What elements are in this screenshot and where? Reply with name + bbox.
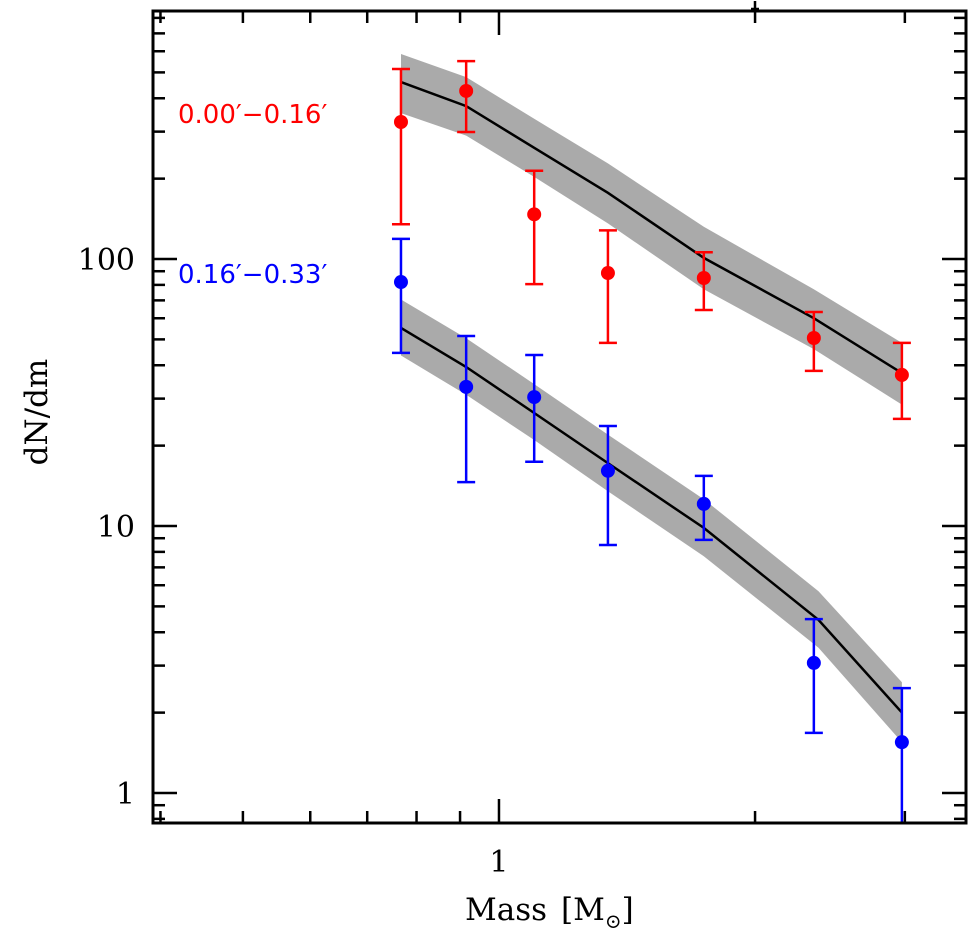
error-bars (391, 59, 911, 823)
data-point (393, 275, 408, 290)
x-axis-title: Mass [M⊙] (465, 892, 634, 933)
error-bar (892, 686, 911, 823)
data-point (600, 463, 615, 478)
y-tick-label: 10 (97, 510, 135, 545)
error-bar (598, 424, 617, 547)
series-label-inner: 0.00′−0.16′ (178, 100, 327, 130)
data-point (600, 266, 615, 281)
data-point (527, 390, 542, 405)
model-bands (401, 54, 902, 743)
x-axis-title-unit: M (573, 892, 605, 928)
x-axis-title-bracket-open: [ (561, 892, 573, 928)
model-band-series-1 (401, 299, 902, 743)
y-tick-label: 100 (78, 243, 135, 278)
data-point (527, 207, 542, 222)
axis-ticks (153, 11, 966, 823)
error-bar (598, 229, 617, 345)
data-points (393, 83, 909, 750)
error-bar (804, 617, 823, 735)
tick-labels: 1 1 10 100 (78, 243, 509, 880)
y-axis-title: dN/dm (19, 359, 55, 466)
data-point (894, 367, 909, 382)
error-bar (391, 67, 410, 226)
error-bar (391, 237, 410, 355)
x-axis-title-bracket-close: ] (622, 892, 634, 928)
error-bar (525, 353, 544, 464)
data-point (894, 735, 909, 750)
data-point (696, 270, 711, 285)
data-point (393, 114, 408, 129)
data-point (806, 655, 821, 670)
error-bar (525, 169, 544, 286)
plot-frame (151, 9, 968, 825)
error-bar (457, 334, 476, 484)
data-point (696, 496, 711, 511)
data-point (806, 331, 821, 346)
x-axis-title-main: Mass (465, 892, 547, 928)
clipped-title-fragment (751, 1, 759, 11)
x-tick-label: 1 (489, 845, 508, 880)
y-tick-label: 1 (116, 777, 135, 812)
series-label-outer: 0.16′−0.33′ (178, 260, 327, 290)
data-point (459, 83, 474, 98)
solar-symbol-icon: ⊙ (605, 909, 622, 933)
data-point (459, 379, 474, 394)
